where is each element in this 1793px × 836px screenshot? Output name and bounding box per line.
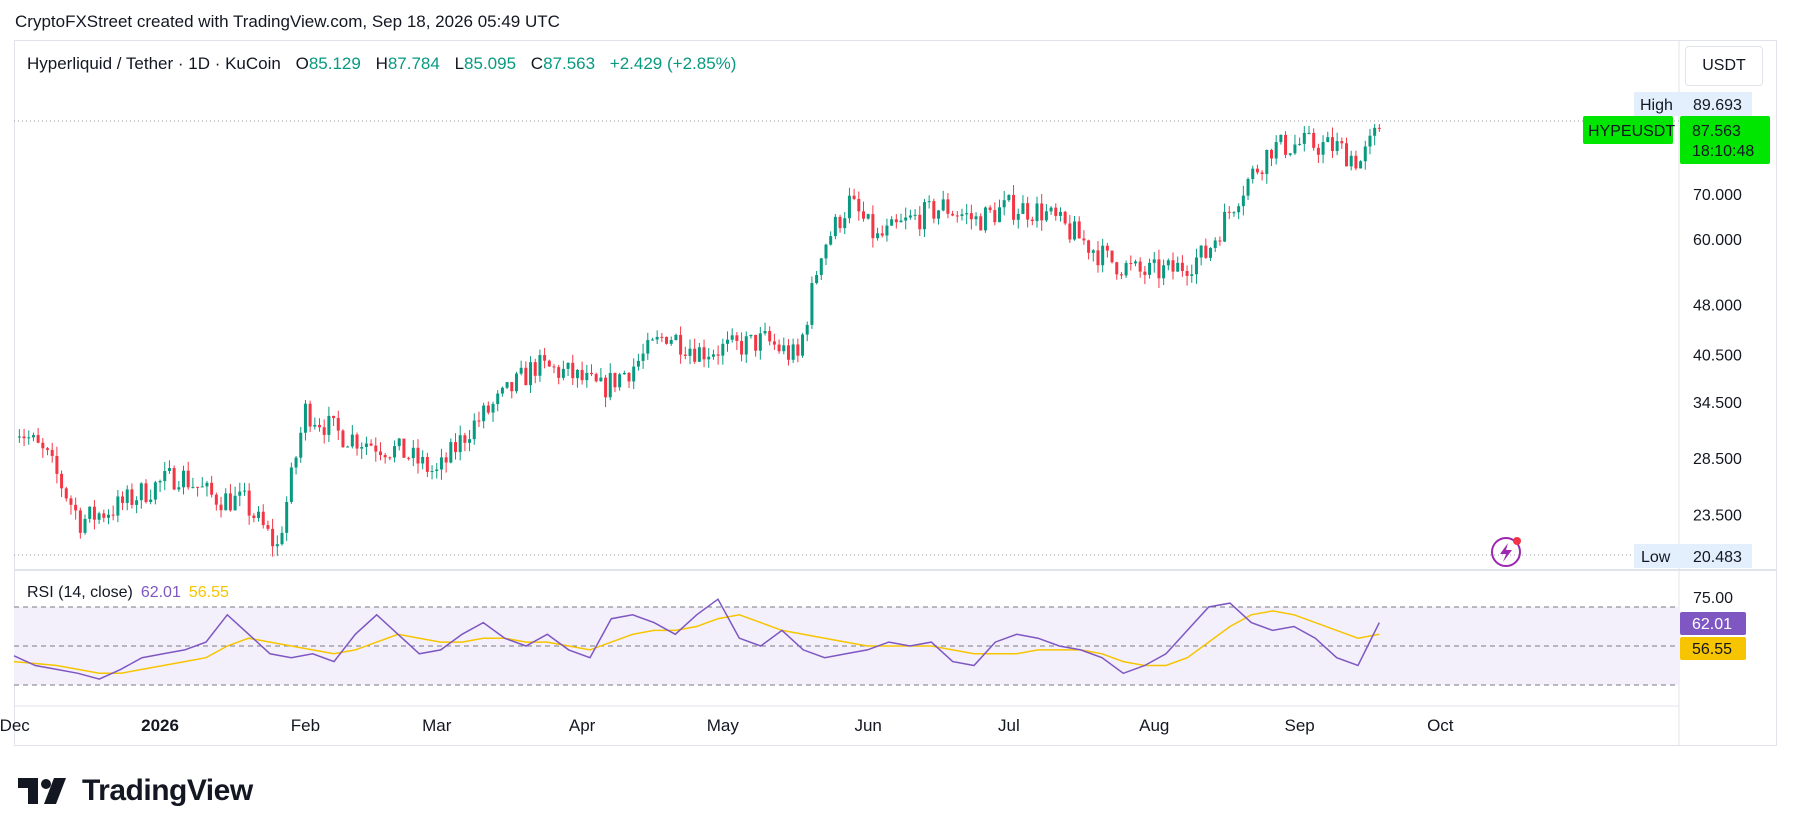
- symbol-legend: Hyperliquid / Tether · 1D · KuCoin O85.1…: [27, 54, 736, 74]
- close-value: 87.563: [543, 54, 596, 73]
- change-value: +2.429 (+2.85%): [609, 54, 737, 73]
- tradingview-logo-icon: [18, 778, 66, 804]
- open-label: O: [295, 54, 309, 73]
- close-label: C: [530, 54, 544, 73]
- rsi-value: 62.01: [140, 584, 181, 601]
- symbol-name[interactable]: Hyperliquid / Tether · 1D · KuCoin: [27, 54, 281, 73]
- rsi-ma-value: 56.55: [188, 584, 229, 601]
- open-value: 85.129: [308, 54, 361, 73]
- tradingview-brand[interactable]: TradingView: [18, 774, 253, 808]
- rsi-title[interactable]: RSI (14, close): [27, 584, 133, 601]
- rsi-legend: RSI (14, close) 62.01 56.55: [27, 584, 229, 602]
- currency-selector[interactable]: USDT: [1685, 46, 1763, 86]
- brand-name: TradingView: [82, 774, 253, 807]
- high-value: 87.784: [387, 54, 440, 73]
- chart-frame: [14, 40, 1777, 746]
- low-value: 85.095: [464, 54, 517, 73]
- high-label: H: [375, 54, 388, 73]
- chart-credit: CryptoFXStreet created with TradingView.…: [15, 12, 560, 31]
- low-label: L: [454, 54, 465, 73]
